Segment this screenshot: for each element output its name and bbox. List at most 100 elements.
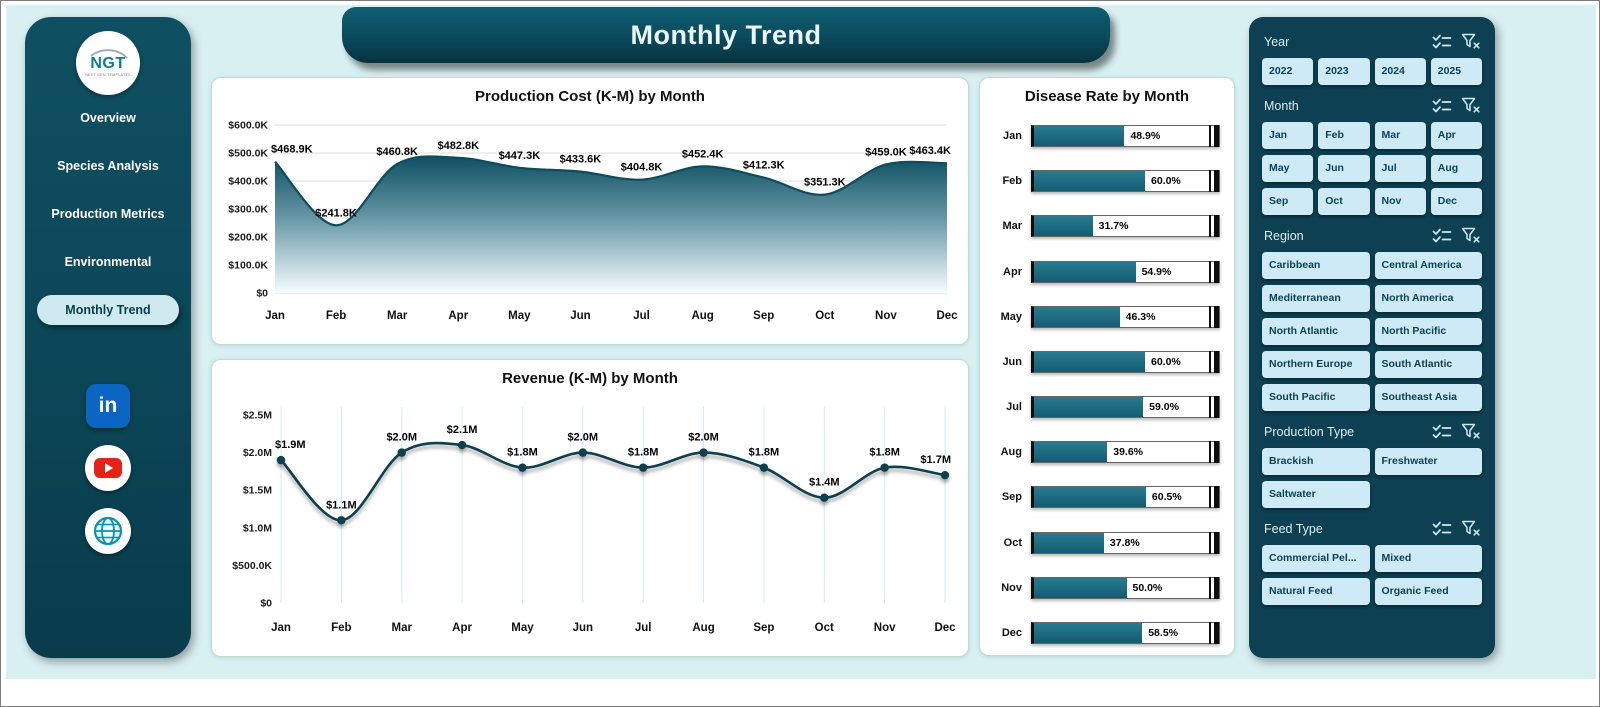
filter-option-nov[interactable]: Nov [1374, 188, 1426, 215]
svg-text:$468.9K: $468.9K [271, 144, 313, 156]
filter-options-grid: Jan Feb Mar Apr May Jun Jul Aug Sep Oct Nov Dec [1262, 122, 1482, 215]
multi-select-icon[interactable] [1432, 33, 1452, 50]
sidebar-item-species-analysis[interactable]: Species Analysis [57, 159, 159, 173]
disease-bar: 60.0% [1031, 350, 1220, 373]
filter-option-apr[interactable]: Apr [1430, 122, 1482, 149]
disease-bar: 39.6% [1031, 441, 1220, 464]
filter-section-title: Feed Type [1264, 521, 1323, 536]
filter-option-north-atlantic[interactable]: North Atlantic [1262, 318, 1370, 345]
revenue-title: Revenue (K-M) by Month [502, 370, 678, 387]
filter-option-oct[interactable]: Oct [1318, 188, 1370, 215]
filter-option-aug[interactable]: Aug [1430, 155, 1482, 182]
disease-bar-fill [1034, 532, 1104, 553]
disease-bar-fill [1034, 261, 1136, 282]
disease-bar-fill [1034, 306, 1120, 327]
production-cost-card: Production Cost (K-M) by Month $0 $100.0K… [211, 77, 969, 345]
filter-option-southeast-asia[interactable]: Southeast Asia [1374, 384, 1482, 411]
svg-text:$460.8K: $460.8K [376, 146, 418, 158]
filter-option-jun[interactable]: Jun [1318, 155, 1370, 182]
disease-bar-fill [1034, 351, 1145, 372]
filter-option-jan[interactable]: Jan [1262, 122, 1314, 149]
multi-select-icon[interactable] [1432, 520, 1452, 537]
disease-month-label: Aug [1000, 446, 1022, 459]
svg-text:Aug: Aug [692, 622, 714, 634]
page-title-banner: Monthly Trend [342, 7, 1110, 63]
svg-text:$100.0K: $100.0K [228, 260, 268, 272]
disease-row: Dec 58.5% [992, 621, 1220, 645]
disease-bar-fill [1034, 397, 1144, 418]
svg-text:$447.3K: $447.3K [499, 150, 541, 162]
filter-option-jul[interactable]: Jul [1374, 155, 1426, 182]
sidebar-item-monthly-trend[interactable]: Monthly Trend [37, 295, 179, 325]
linkedin-label: in [98, 394, 118, 417]
youtube-icon[interactable] [85, 445, 131, 491]
clear-filter-icon[interactable] [1461, 423, 1480, 440]
svg-text:$600.0K: $600.0K [228, 120, 268, 132]
svg-text:$500.0K: $500.0K [228, 148, 268, 160]
svg-text:$1.0M: $1.0M [243, 522, 272, 534]
disease-month-label: Jun [1002, 355, 1022, 368]
filter-option-may[interactable]: May [1262, 155, 1314, 182]
filter-option-northern-europe[interactable]: Northern Europe [1262, 351, 1370, 378]
filter-option-mar[interactable]: Mar [1374, 122, 1426, 149]
clear-filter-icon[interactable] [1461, 33, 1480, 50]
filter-option-north-pacific[interactable]: North Pacific [1374, 318, 1482, 345]
sidebar-item-overview[interactable]: Overview [80, 111, 136, 125]
filter-option-north-america[interactable]: North America [1374, 285, 1482, 312]
filter-option-south-atlantic[interactable]: South Atlantic [1374, 351, 1482, 378]
filter-option-saltwater[interactable]: Saltwater [1262, 481, 1370, 508]
svg-text:$0: $0 [256, 288, 268, 300]
filter-options-grid: 2022 2023 2024 2025 [1262, 58, 1482, 85]
disease-month-label: Jan [1003, 130, 1022, 142]
disease-value-label: 39.6% [1113, 446, 1144, 459]
svg-text:Nov: Nov [874, 622, 896, 634]
filter-option-natural-feed[interactable]: Natural Feed [1262, 578, 1370, 605]
disease-row: Sep 60.5% [992, 485, 1220, 509]
sidebar-item-production-metrics[interactable]: Production Metrics [51, 207, 165, 221]
svg-text:Sep: Sep [753, 622, 774, 634]
disease-row: Oct 37.8% [992, 531, 1220, 555]
svg-text:$400.0K: $400.0K [228, 176, 268, 188]
disease-bar-fill [1034, 577, 1127, 598]
filter-option-sep[interactable]: Sep [1262, 188, 1314, 215]
linkedin-icon[interactable]: in [86, 384, 130, 428]
sidebar-item-environmental[interactable]: Environmental [64, 255, 152, 269]
filter-option-feb[interactable]: Feb [1318, 122, 1370, 149]
disease-month-label: Dec [1001, 626, 1022, 639]
filter-option-2023[interactable]: 2023 [1318, 58, 1370, 85]
filter-option-2024[interactable]: 2024 [1374, 58, 1426, 85]
filter-option-freshwater[interactable]: Freshwater [1374, 448, 1482, 475]
svg-text:Dec: Dec [934, 622, 956, 634]
disease-value-label: 46.3% [1125, 310, 1156, 323]
multi-select-icon[interactable] [1432, 227, 1452, 244]
filter-option-caribbean[interactable]: Caribbean [1262, 252, 1370, 279]
filter-option-commercial-pel-[interactable]: Commercial Pel... [1262, 545, 1370, 572]
disease-row: May 46.3% [992, 305, 1220, 329]
filter-section-year: Year 2022 2023 2024 2025 [1262, 33, 1482, 85]
multi-select-icon[interactable] [1432, 423, 1452, 440]
filter-option-dec[interactable]: Dec [1430, 188, 1482, 215]
website-globe-icon[interactable] [85, 508, 131, 554]
disease-bar-fill [1034, 126, 1125, 146]
filter-option-2022[interactable]: 2022 [1262, 58, 1314, 85]
clear-filter-icon[interactable] [1461, 227, 1480, 244]
clear-filter-icon[interactable] [1461, 520, 1480, 537]
filter-option-organic-feed[interactable]: Organic Feed [1374, 578, 1482, 605]
filter-option-south-pacific[interactable]: South Pacific [1262, 384, 1370, 411]
filter-section-region: Region Caribbean Central America Mediterran… [1262, 227, 1482, 411]
filter-option-central-america[interactable]: Central America [1374, 252, 1482, 279]
filter-option-mediterranean[interactable]: Mediterranean [1262, 285, 1370, 312]
disease-month-label: Apr [1003, 265, 1022, 278]
disease-bar: 50.0% [1031, 576, 1220, 599]
svg-text:May: May [511, 622, 534, 634]
multi-select-icon[interactable] [1432, 97, 1452, 114]
filter-options-grid: Commercial Pel... Mixed Natural Feed Organi… [1262, 545, 1482, 605]
filter-option-2025[interactable]: 2025 [1430, 58, 1482, 85]
disease-bar: 48.9% [1031, 125, 1220, 147]
disease-value-label: 58.5% [1148, 626, 1178, 639]
filter-option-mixed[interactable]: Mixed [1374, 545, 1482, 572]
svg-text:$2.0M: $2.0M [386, 432, 417, 444]
clear-filter-icon[interactable] [1461, 97, 1480, 114]
svg-text:Apr: Apr [452, 622, 472, 634]
filter-option-brackish[interactable]: Brackish [1262, 448, 1370, 475]
